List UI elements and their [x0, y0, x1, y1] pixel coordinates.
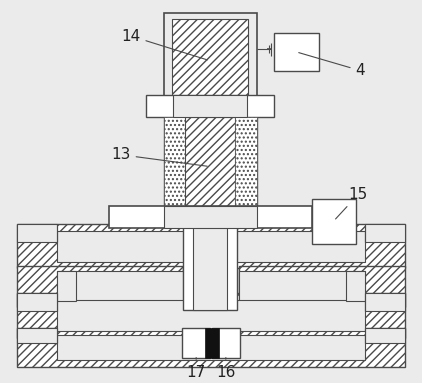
Bar — [235, 117, 257, 216]
Text: 4: 4 — [299, 52, 365, 78]
Bar — [57, 335, 365, 360]
Bar — [365, 293, 405, 311]
Bar — [274, 33, 319, 70]
Bar — [212, 328, 240, 357]
Bar — [346, 272, 365, 301]
Bar — [163, 13, 257, 107]
Text: 15: 15 — [335, 187, 368, 219]
Bar — [193, 216, 227, 310]
Bar — [312, 199, 357, 244]
Text: 16: 16 — [216, 357, 235, 380]
Bar — [57, 272, 76, 301]
Bar — [235, 117, 257, 216]
Bar — [183, 265, 237, 307]
Bar — [163, 206, 257, 228]
Bar — [17, 328, 405, 367]
Bar — [57, 272, 183, 301]
Bar — [17, 224, 405, 268]
Bar — [239, 265, 405, 307]
Bar — [17, 224, 57, 242]
Text: 13: 13 — [111, 147, 207, 166]
Bar — [365, 224, 405, 242]
Bar — [205, 328, 212, 357]
Bar — [17, 265, 183, 307]
Bar — [57, 231, 365, 262]
Bar — [163, 117, 185, 216]
Text: 17: 17 — [187, 357, 206, 380]
Bar — [57, 300, 365, 331]
Bar — [182, 328, 210, 357]
Bar — [365, 328, 405, 343]
Bar — [212, 328, 219, 357]
Bar — [17, 293, 405, 338]
Bar — [163, 117, 185, 216]
Bar — [17, 293, 57, 311]
Bar — [109, 206, 312, 228]
Bar — [239, 272, 365, 301]
Bar — [185, 117, 235, 216]
Bar — [173, 19, 248, 100]
Bar — [173, 95, 246, 117]
Bar — [146, 95, 274, 117]
Bar — [17, 328, 57, 343]
Text: 14: 14 — [121, 28, 207, 60]
Bar — [183, 216, 237, 310]
